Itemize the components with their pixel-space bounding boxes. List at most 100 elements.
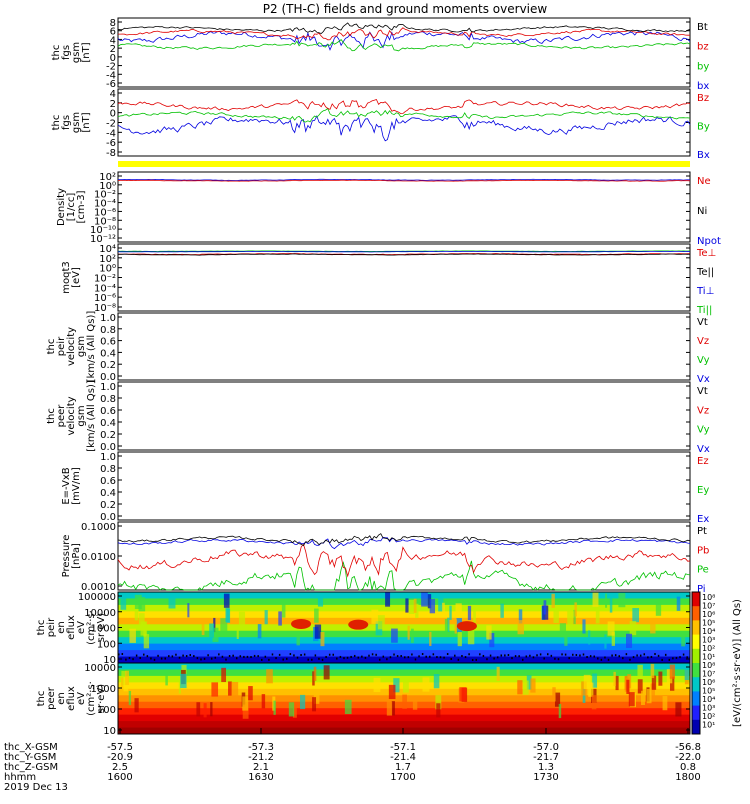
spectrogram-texture: [211, 682, 219, 697]
spectrogram-noise: [618, 655, 620, 658]
y-axis-label-line: eflux: [66, 615, 77, 640]
spectrogram-texture: [582, 688, 586, 703]
y-tick-label: 4: [110, 35, 116, 46]
y-axis-label-line: [nT]: [81, 112, 92, 132]
spectrogram-texture: [658, 671, 663, 686]
panel-fgm: 420-2-4-6-8 thc fgs gsm [nT] Bz By Bx: [51, 88, 710, 161]
y-tick-label: 10⁻⁸: [94, 216, 116, 227]
spectrogram-texture: [646, 689, 652, 704]
spectrogram-texture: [582, 619, 586, 634]
spectrogram-texture: [213, 617, 216, 633]
spectrogram-peak: [291, 618, 312, 629]
spectrogram-noise: [568, 657, 570, 660]
y-tick-label: 10⁴: [99, 244, 116, 255]
spectrogram-noise: [668, 658, 671, 661]
spectrogram-texture: [313, 666, 317, 681]
spectrogram-texture: [433, 674, 440, 689]
spectrogram-noise: [264, 655, 267, 658]
spectrogram-noise: [178, 656, 181, 659]
spectrogram-noise: [625, 653, 628, 656]
legend-label: Vy: [697, 355, 710, 366]
spectrogram-band: [118, 643, 690, 651]
spectrogram-noise: [135, 654, 138, 657]
spectrogram-noise: [296, 656, 299, 659]
spectrogram-texture: [553, 608, 559, 623]
series-bt: [117, 22, 691, 34]
spectrogram-texture: [449, 605, 452, 620]
spectrogram-noise: [607, 658, 610, 661]
spectrogram-texture: [134, 698, 139, 713]
spectrogram-texture: [650, 683, 655, 698]
colorbar-tick: 10³: [702, 636, 715, 645]
y-tick-label: 10²: [99, 254, 116, 265]
spectrogram-texture: [454, 619, 457, 634]
spectrogram-band: [118, 656, 690, 664]
series-Bz: [117, 99, 691, 115]
spectrogram-texture: [651, 675, 657, 690]
y-axis-label-line: sr·eV): [96, 613, 107, 642]
spectrogram-noise: [143, 653, 145, 656]
spectrogram-noise: [350, 655, 352, 658]
y-axis-label-line: Pressure: [61, 535, 72, 578]
spectrogram-texture: [201, 620, 205, 636]
spectrogram-noise: [404, 656, 406, 659]
y-axis-label-line: gsm: [71, 42, 82, 63]
y-axis-label: Pressure [nPa]: [61, 535, 82, 578]
x-tick-label: 1700: [390, 772, 415, 783]
spectrogram-texture: [238, 611, 246, 626]
spectrogram-texture: [626, 679, 630, 694]
legend-label: Ni: [697, 206, 707, 217]
spectrogram-texture: [391, 628, 398, 643]
spectrogram-noise: [328, 653, 331, 656]
spectrogram-noise: [632, 656, 635, 659]
y-tick-label: 0.2: [100, 500, 116, 511]
y-tick-label: 0.4: [100, 418, 116, 429]
spectrogram-texture: [429, 631, 432, 647]
spectrogram-texture: [591, 695, 597, 710]
panel-frame: [117, 171, 691, 243]
spectrogram-noise: [539, 653, 542, 656]
y-tick-label: 0: [110, 53, 116, 64]
spectrogram-texture: [273, 700, 276, 715]
spectrogram-texture: [592, 592, 599, 607]
y-tick-label: -8: [106, 148, 116, 159]
spectrogram-noise: [586, 656, 588, 659]
spectrogram-texture: [609, 598, 613, 613]
legend-label: Bz: [697, 93, 709, 104]
y-axis-label-line: (cm²·s·: [86, 610, 97, 645]
spectrogram-noise: [393, 653, 395, 656]
spectrogram-noise: [253, 654, 256, 657]
spectrogram-noise: [564, 653, 567, 656]
y-tick-label: 10: [103, 655, 116, 666]
spectrogram-noise: [382, 655, 385, 658]
legend-label: Pb: [697, 545, 709, 556]
spectrogram-texture: [292, 703, 297, 718]
spectrogram-texture: [467, 605, 472, 621]
spectrogram-texture: [530, 678, 536, 693]
spectrogram-texture: [457, 631, 462, 647]
spectrogram-noise: [386, 658, 388, 661]
legend-label: Te⊥: [696, 248, 716, 259]
spectrogram-texture: [120, 677, 124, 692]
y-tick-label: 0.0100: [81, 552, 116, 563]
spectrogram-noise: [257, 655, 259, 658]
spectrogram-noise: [196, 657, 199, 660]
spectrogram-noise: [439, 656, 442, 659]
y-axis-label-line: fgs: [61, 115, 72, 130]
y-tick-label: 0.2: [100, 430, 116, 441]
spectrogram-noise: [332, 653, 334, 656]
colorbar-tick: 10⁵: [702, 687, 715, 696]
spectrogram-noise: [471, 658, 474, 661]
spectrogram-noise: [153, 658, 156, 661]
spectrogram-noise: [314, 654, 317, 657]
x-tick-label: 0.8: [680, 762, 696, 773]
spectrogram-texture: [421, 592, 428, 607]
y-axis-label-line: moqt3: [61, 261, 72, 294]
series-pi: [117, 536, 691, 550]
spectrogram-texture: [573, 609, 576, 625]
spectrogram-noise: [364, 656, 367, 659]
legend-label: Vz: [697, 336, 709, 347]
spectrogram-band: [118, 592, 690, 599]
spectrogram-texture: [231, 681, 239, 697]
